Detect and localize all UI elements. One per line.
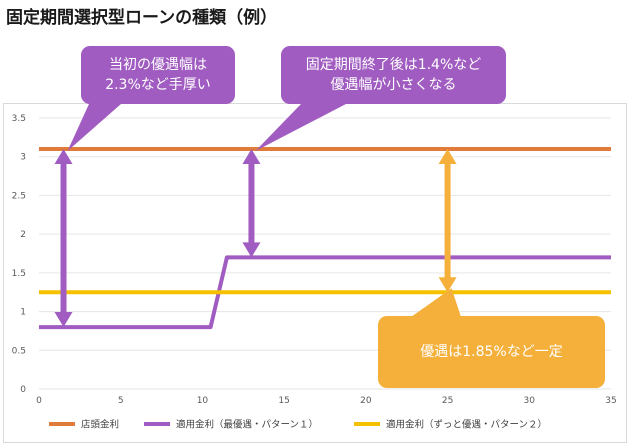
legend-item-pattern1: 適用金利（最優遇・パターン１）	[144, 419, 318, 431]
x-tick-label: 25	[442, 396, 453, 406]
line-chart: 0 0.5 1 1.5 2 2.5 3 3.5 0 5 10 15 20 25 30 35 店頭金利 適用金利（最…	[12, 104, 617, 431]
callout-after-fixed-period: 固定期間終了後は1.4%など 優遇幅が小さくなる	[281, 46, 506, 104]
callout-pointer-constant	[411, 288, 461, 317]
y-tick-label: 1.5	[12, 269, 26, 279]
arrow-head-up	[438, 148, 457, 164]
chart-frame: 0 0.5 1 1.5 2 2.5 3 3.5 0 5 10 15 20 25 30 35 店頭金利 適用金利（最…	[3, 103, 627, 443]
x-tick-label: 35	[605, 396, 616, 406]
x-tick-label: 15	[278, 396, 289, 406]
page-title: 固定期間選択型ローンの種類（例）	[6, 8, 278, 28]
double-arrow	[438, 148, 457, 293]
y-tick-label: 2.5	[12, 191, 26, 201]
y-tick-label: 0.5	[12, 346, 26, 356]
double-arrow	[54, 148, 73, 328]
x-tick-label: 10	[197, 396, 209, 406]
legend-label: 適用金利（ずっと優遇・パターン２）	[386, 419, 547, 431]
callout-constant-discount: 優遇は1.85%など一定	[378, 316, 605, 388]
y-tick-label: 3.5	[12, 114, 26, 124]
callout-initial-line1: 当初の優遇幅は	[109, 57, 207, 73]
arrow-head-down	[438, 277, 457, 293]
callout-initial-discount: 当初の優遇幅は 2.3%など手厚い	[81, 46, 235, 104]
double-arrow	[242, 148, 261, 258]
arrow-head-down	[242, 242, 261, 258]
arrow-head-up	[242, 148, 261, 164]
y-tick-label: 2	[20, 230, 26, 240]
y-tick-label: 1	[20, 308, 26, 318]
callout-after-line1: 固定期間終了後は1.4%など	[305, 57, 482, 73]
callout-pointer-initial	[67, 104, 121, 151]
x-tick-label: 30	[524, 396, 536, 406]
x-tick-label: 0	[36, 396, 42, 406]
callout-constant-line1: 優遇は1.85%など一定	[420, 344, 563, 360]
legend-item-pattern2: 適用金利（ずっと優遇・パターン２）	[354, 419, 547, 431]
callout-initial-line2: 2.3%など手厚い	[105, 77, 211, 93]
x-tick-label: 5	[118, 396, 124, 406]
y-tick-label: 3	[20, 153, 26, 163]
legend-label: 適用金利（最優遇・パターン１）	[176, 419, 318, 431]
callout-pointer-after	[255, 104, 346, 151]
x-tick-label: 20	[360, 396, 372, 406]
legend-label: 店頭金利	[81, 419, 119, 431]
legend-item-storefront-rate: 店頭金利	[49, 419, 119, 431]
arrow-head-up	[54, 148, 73, 164]
y-tick-label: 0	[20, 385, 26, 395]
callout-after-line2: 優遇幅が小さくなる	[330, 77, 457, 93]
arrow-head-down	[54, 312, 73, 328]
